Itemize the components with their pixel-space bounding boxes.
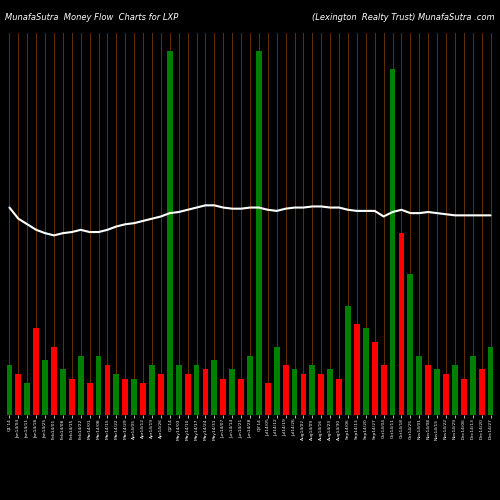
Bar xyxy=(398,233,404,415)
Bar xyxy=(60,370,66,415)
Bar xyxy=(426,365,431,415)
Bar xyxy=(461,378,466,415)
Bar xyxy=(132,378,137,415)
Bar xyxy=(86,383,92,415)
Text: MunafaSutra  Money Flow  Charts for LXP: MunafaSutra Money Flow Charts for LXP xyxy=(5,12,178,22)
Bar xyxy=(380,365,386,415)
Bar xyxy=(140,383,146,415)
Bar xyxy=(345,306,351,415)
Bar xyxy=(6,365,12,415)
Bar xyxy=(202,370,208,415)
Bar xyxy=(390,69,396,415)
Bar xyxy=(265,383,270,415)
Bar xyxy=(122,378,128,415)
Bar xyxy=(452,365,458,415)
Bar xyxy=(34,328,39,415)
Bar xyxy=(158,374,164,415)
Bar xyxy=(194,365,200,415)
Bar xyxy=(184,374,190,415)
Bar xyxy=(300,374,306,415)
Bar xyxy=(78,356,84,415)
Bar xyxy=(274,346,280,415)
Bar xyxy=(318,374,324,415)
Bar xyxy=(167,50,172,415)
Bar xyxy=(282,365,288,415)
Bar xyxy=(292,370,298,415)
Bar xyxy=(238,378,244,415)
Bar xyxy=(470,356,476,415)
Bar xyxy=(354,324,360,415)
Bar xyxy=(363,328,368,415)
Bar xyxy=(176,365,182,415)
Bar xyxy=(24,383,30,415)
Bar xyxy=(42,360,48,415)
Bar xyxy=(478,370,484,415)
Bar xyxy=(212,360,218,415)
Bar xyxy=(247,356,253,415)
Bar xyxy=(328,370,333,415)
Bar xyxy=(104,365,110,415)
Bar xyxy=(96,356,102,415)
Bar xyxy=(416,356,422,415)
Bar xyxy=(51,346,57,415)
Text: (Lexington  Realty Trust) MunafaSutra .com: (Lexington Realty Trust) MunafaSutra .co… xyxy=(312,12,495,22)
Bar xyxy=(220,378,226,415)
Bar xyxy=(434,370,440,415)
Bar xyxy=(443,374,449,415)
Bar xyxy=(69,378,74,415)
Bar xyxy=(336,378,342,415)
Bar xyxy=(16,374,22,415)
Bar xyxy=(114,374,119,415)
Bar xyxy=(488,346,494,415)
Bar xyxy=(149,365,155,415)
Bar xyxy=(256,50,262,415)
Bar xyxy=(310,365,316,415)
Bar xyxy=(372,342,378,415)
Bar xyxy=(408,274,414,415)
Bar xyxy=(230,370,235,415)
